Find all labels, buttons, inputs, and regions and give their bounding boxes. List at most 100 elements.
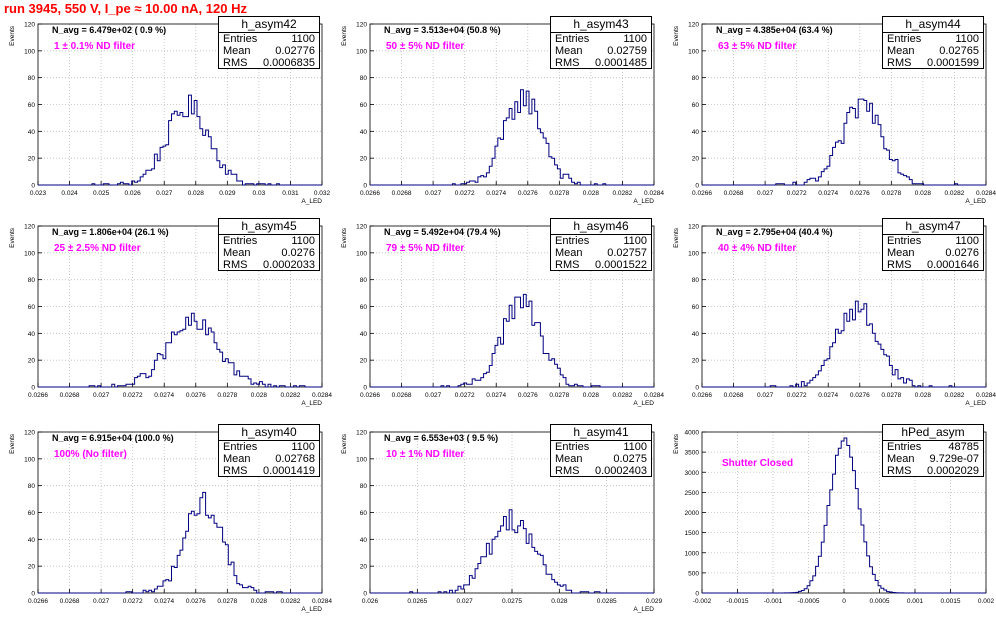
stats-row-mean: Mean 0.02768 [219,453,319,465]
stats-value: 0.02768 [275,453,315,465]
stats-key: Entries [887,33,922,45]
x-tick-label: 0.0284 [312,392,332,399]
y-tick-label: 20 [692,358,700,365]
stats-row-rms: RMS 0.0001599 [883,57,983,69]
y-tick-label: 1500 [685,530,700,537]
x-axis-title: A_LED [965,198,986,205]
y-tick-label: 80 [28,277,36,284]
y-tick-label: 60 [360,510,368,517]
stats-value: 0.0001419 [263,465,315,477]
y-tick-label: 0 [695,385,699,392]
y-tick-label: 120 [688,224,699,231]
y-axis-title: Events [341,25,348,46]
stats-key: Entries [555,235,590,247]
y-axis-title: Events [9,25,16,46]
x-tick-label: 0.028 [915,392,932,399]
x-tick-label: 0.027 [757,190,774,197]
hist-svg: 0.0266 0.0268 0.027 0.0272 0.0274 0.0276 0.027… [341,224,664,408]
hist-name: h_asym47 [883,219,983,235]
y-tick-label: 80 [360,277,368,284]
x-tick-label: 0.026 [125,190,142,197]
x-tick-label: 0.0284 [976,190,996,197]
x-tick-label: 0.0268 [392,190,412,197]
x-tick-label: 0.0272 [123,598,143,605]
stats-key: RMS [555,259,580,271]
x-tick-label: 0.0272 [787,190,807,197]
x-tick-label: 0.03 [253,190,266,197]
stats-row-entries: Entries 1100 [219,235,319,247]
x-tick-label: 0.0274 [154,598,174,605]
y-tick-label: 40 [692,129,700,136]
navg-label: N_avg = 6.553e+03 ( 9.5 %) [384,433,499,443]
navg-label: N_avg = 2.795e+04 (40.4 %) [716,227,833,237]
filter-label: 25 ± 2.5% ND filter [54,243,141,254]
plot-frame [37,431,323,594]
hist-panel-h_asym43: 0.0266 0.0268 0.027 0.0272 0.0274 0.0276 0.027… [332,16,664,225]
x-tick-label: 0.002 [978,598,995,605]
stats-key: Mean [887,247,915,259]
filter-label: 50 ± 5% ND filter [386,41,465,52]
y-tick-label: 120 [356,430,367,437]
stats-value: 1100 [291,33,315,45]
y-tick-label: 120 [688,22,699,29]
stats-row-rms: RMS 0.0001419 [219,465,319,477]
stats-box: h_asym41 Entries 1100 Mean 0.0275 RMS 0.000240… [550,424,652,477]
plot-frame [369,431,655,594]
x-tick-label: 0.0282 [944,190,964,197]
y-tick-label: 500 [688,570,699,577]
stats-value: 0.02765 [939,45,979,57]
x-tick-label: 0.0268 [392,392,412,399]
stats-key: Entries [555,33,590,45]
stats-value: 0.0276 [945,247,979,259]
y-tick-label: 20 [28,358,36,365]
stats-value: 1100 [291,441,315,453]
x-tick-label: 0.0272 [455,190,475,197]
stats-row-entries: Entries 48785 [883,441,983,453]
y-tick-label: 40 [28,537,36,544]
plot-frame [701,23,987,186]
x-tick-label: 0.027 [457,598,474,605]
stats-key: Mean [555,247,583,259]
navg-label: N_avg = 4.385e+04 (63.4 %) [716,25,833,35]
stats-row-rms: RMS 0.0002033 [219,259,319,271]
stats-box: h_asym44 Entries 1100 Mean 0.02765 RMS 0.00015… [882,16,984,69]
y-tick-label: 80 [360,75,368,82]
y-tick-label: 100 [356,48,367,55]
y-tick-label: 40 [28,129,36,136]
stats-key: RMS [887,259,912,271]
y-tick-label: 100 [24,456,35,463]
stats-value: 0.0001522 [595,259,647,271]
histogram-line [38,94,322,186]
stats-row-entries: Entries 1100 [551,33,651,45]
hist-svg: 0.0266 0.0268 0.027 0.0272 0.0274 0.0276 0.027… [9,430,332,614]
x-tick-label: 0.028 [251,598,268,605]
y-tick-label: 120 [24,224,35,231]
hist-svg: 0.0266 0.0268 0.027 0.0272 0.0274 0.0276 0.027… [673,224,996,408]
stats-row-rms: RMS 0.0006835 [219,57,319,69]
x-tick-label: 0.027 [93,392,110,399]
stats-key: RMS [223,259,248,271]
stats-row-entries: Entries 1100 [219,33,319,45]
y-tick-label: 40 [692,331,700,338]
y-tick-label: 2000 [685,510,700,517]
x-tick-label: 0.001 [907,598,924,605]
stats-key: Entries [555,441,590,453]
y-tick-label: 0 [31,183,35,190]
stats-value: 0.0275 [613,453,647,465]
y-tick-label: 120 [356,22,367,29]
hist-panel-h_asym41: 0.026 0.0265 0.027 0.0275 0.028 0.0285 0.029 0 2… [332,424,663,633]
stats-row-entries: Entries 1100 [219,441,319,453]
x-tick-label: 0.026 [362,598,379,605]
hist-panel-h_asym40: 0.0266 0.0268 0.027 0.0272 0.0274 0.0276 0.027… [0,424,332,633]
stats-key: Entries [887,235,922,247]
y-axis-title: Events [673,227,680,248]
hist-name: h_asym43 [551,17,651,33]
histogram-line [702,98,986,186]
x-tick-label: 0.0266 [692,190,712,197]
stats-row-mean: Mean 0.0276 [883,247,983,259]
stats-value: 0.0006835 [263,57,315,69]
hist-panel-h_asym45: 0.0266 0.0268 0.027 0.0272 0.0274 0.0276 0.027… [0,218,332,427]
y-tick-label: 40 [360,129,368,136]
stats-row-entries: Entries 1100 [551,441,651,453]
filter-label: 1 ± 0.1% ND filter [54,41,136,52]
